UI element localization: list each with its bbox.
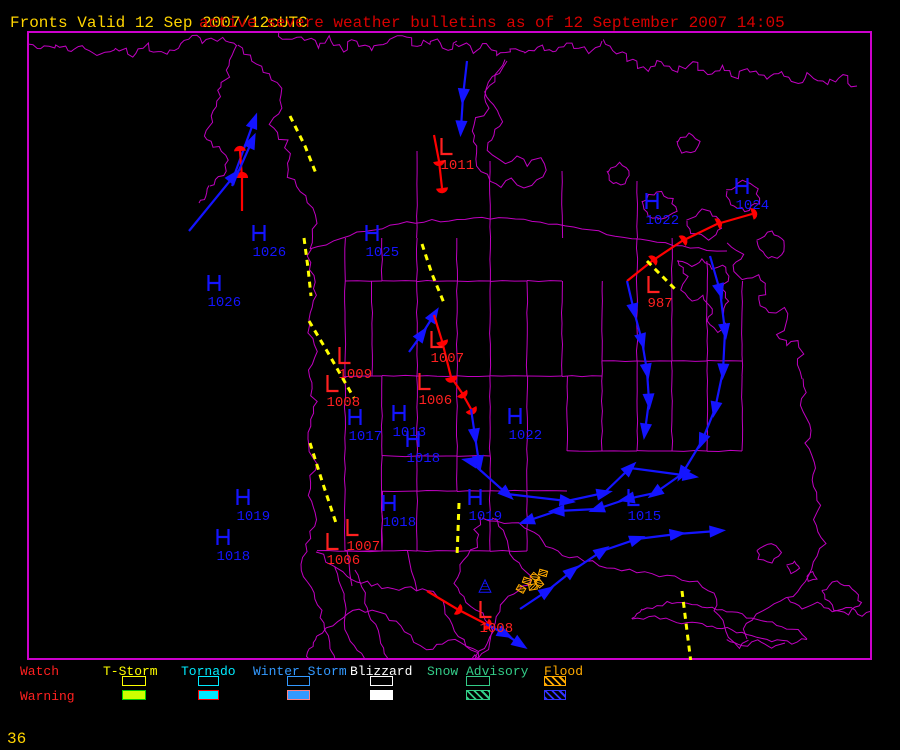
svg-text:1018: 1018: [217, 549, 251, 565]
svg-text:1022: 1022: [509, 428, 543, 444]
svg-text:1018: 1018: [383, 515, 417, 531]
svg-text:1013: 1013: [393, 425, 427, 441]
svg-text:1008: 1008: [327, 395, 361, 411]
svg-text:1007: 1007: [431, 351, 465, 367]
svg-text:1025: 1025: [366, 245, 400, 261]
svg-text:1018: 1018: [407, 451, 441, 467]
svg-text:1026: 1026: [253, 245, 287, 261]
svg-text:987: 987: [648, 296, 673, 312]
svg-text:1006: 1006: [419, 393, 453, 409]
svg-text:1015: 1015: [628, 509, 662, 525]
svg-text:1019: 1019: [469, 509, 503, 525]
svg-text:1017: 1017: [349, 429, 383, 445]
svg-text:1026: 1026: [208, 295, 242, 311]
svg-text:1019: 1019: [237, 509, 271, 525]
svg-text:1006: 1006: [327, 553, 361, 569]
svg-text:1008: 1008: [480, 621, 514, 637]
svg-text:1024: 1024: [736, 198, 770, 214]
svg-text:1011: 1011: [441, 158, 475, 174]
svg-text:1009: 1009: [339, 367, 373, 383]
svg-text:1022: 1022: [646, 213, 680, 229]
